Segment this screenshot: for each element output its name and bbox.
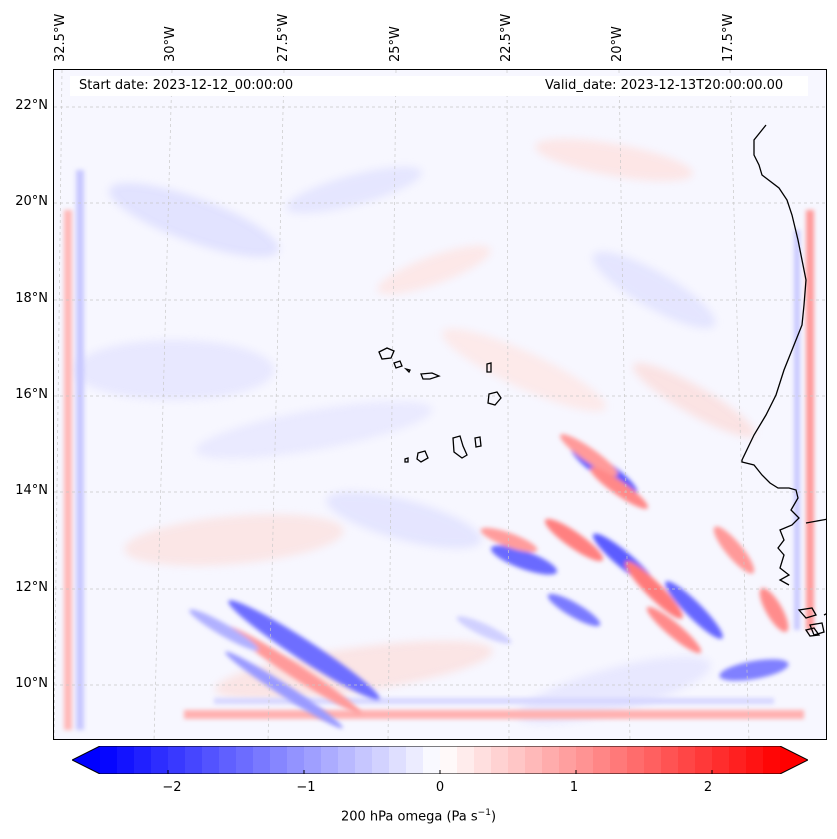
lat-label-10n: 10°N: [15, 676, 48, 691]
colorbar-segment: [525, 746, 543, 774]
colorbar-segment: [253, 746, 271, 774]
colorbar-segment: [695, 746, 713, 774]
colorbar-label-text: 200 hPa omega (Pa s: [340, 809, 478, 825]
colorbar-segment: [151, 746, 169, 774]
colorbar-segment: [712, 746, 730, 774]
colorbar-segment: [746, 746, 764, 774]
lat-label-22n: 22°N: [15, 98, 48, 113]
island-sao-nicolau: [420, 372, 441, 380]
island-boa-vista: [487, 391, 502, 406]
colorbar-segment: [763, 746, 781, 774]
lon-label-17-5w: 17.5°W: [721, 13, 736, 62]
colorbar-segment: [236, 746, 254, 774]
colorbar-segment: [508, 746, 526, 774]
island-santo-antao: [378, 347, 395, 360]
colorbar-label-close: ): [490, 809, 497, 825]
colorbar-segment: [219, 746, 237, 774]
colorbar-segment: [661, 746, 679, 774]
colorbar-segment: [474, 746, 492, 774]
lon-label-22-5w: 22.5°W: [499, 13, 514, 62]
colorbar-segment: [100, 746, 118, 774]
colorbar-segment: [338, 746, 356, 774]
colorbar-segment: [185, 746, 203, 774]
island-maio: [474, 436, 482, 448]
colorbar-segment: [457, 746, 475, 774]
lon-label-20w: 20°W: [610, 26, 625, 62]
colorbar-segment: [559, 746, 577, 774]
lon-label-25w: 25°W: [388, 26, 403, 62]
graticule: [54, 70, 826, 739]
colorbar-segment: [542, 746, 560, 774]
omega-broad-patches: [74, 138, 756, 724]
colorbar-label: 200 hPa omega (Pa s−1): [0, 808, 837, 824]
omega-wave-band-east: [456, 434, 789, 681]
african-coastline: [741, 124, 826, 637]
lon-label-32-5w: 32.5°W: [53, 13, 68, 62]
colorbar-segment: [389, 746, 407, 774]
island-brava: [404, 457, 409, 463]
island-sao-vicente: [393, 360, 403, 369]
colorbar-extend-min: [72, 746, 100, 774]
lat-label-16n: 16°N: [15, 387, 48, 402]
edge-stripe-left: [64, 170, 84, 730]
colorbar-segment: [440, 746, 458, 774]
colorbar-segment: [355, 746, 373, 774]
cape-verde-islands: [378, 347, 502, 463]
island-santiago: [452, 435, 468, 459]
colorbar-extend-max: [780, 746, 808, 774]
lon-label-30w: 30°W: [163, 26, 178, 62]
valid-date-label: Valid_date: 2023-12-13T20:00:00.00: [545, 78, 784, 93]
colorbar-tick-minus1: −1: [296, 780, 316, 795]
colorbar-segment: [287, 746, 305, 774]
colorbar-segment: [372, 746, 390, 774]
colorbar-segment: [406, 746, 424, 774]
colorbar-tick-2: 2: [703, 780, 713, 795]
edge-stripe-right: [794, 210, 814, 630]
island-fogo: [416, 450, 429, 463]
colorbar-tick-minus2: −2: [162, 780, 182, 795]
lat-label-14n: 14°N: [15, 483, 48, 498]
colorbar-segment: [168, 746, 186, 774]
colorbar-segment: [117, 746, 135, 774]
date-header-strip: [70, 76, 808, 96]
omega-field-map: [54, 70, 826, 739]
island-santa-luzia: [403, 367, 411, 374]
bijagos-islands: [797, 607, 826, 636]
colorbar-segment: [202, 746, 220, 774]
colorbar-segment: [729, 746, 747, 774]
colorbar-segment: [678, 746, 696, 774]
start-date-label: Start date: 2023-12-12_00:00:00: [79, 78, 294, 93]
island-sal: [486, 362, 492, 373]
edge-stripe-bottom: [184, 698, 804, 719]
map-panel: [53, 69, 827, 740]
colorbar-segment: [321, 746, 339, 774]
colorbar-tick-1: 1: [569, 780, 579, 795]
omega-wave-band-southwest: [189, 600, 380, 729]
lat-label-12n: 12°N: [15, 580, 48, 595]
lat-label-20n: 20°N: [15, 194, 48, 209]
colorbar-segment: [610, 746, 628, 774]
colorbar-segment: [423, 746, 441, 774]
colorbar-segment: [644, 746, 662, 774]
colorbar-segment: [270, 746, 288, 774]
colorbar: [72, 746, 808, 774]
colorbar-tick-0: 0: [435, 780, 445, 795]
colorbar-segment: [627, 746, 645, 774]
coast-guinea-bissau: [805, 518, 826, 524]
colorbar-label-exponent: −1: [477, 808, 491, 818]
colorbar-segment: [491, 746, 509, 774]
colorbar-segment: [304, 746, 322, 774]
colorbar-segment: [134, 746, 152, 774]
lon-label-27-5w: 27.5°W: [276, 13, 291, 62]
colorbar-segment: [576, 746, 594, 774]
colorbar-segment: [593, 746, 611, 774]
lat-label-18n: 18°N: [15, 291, 48, 306]
